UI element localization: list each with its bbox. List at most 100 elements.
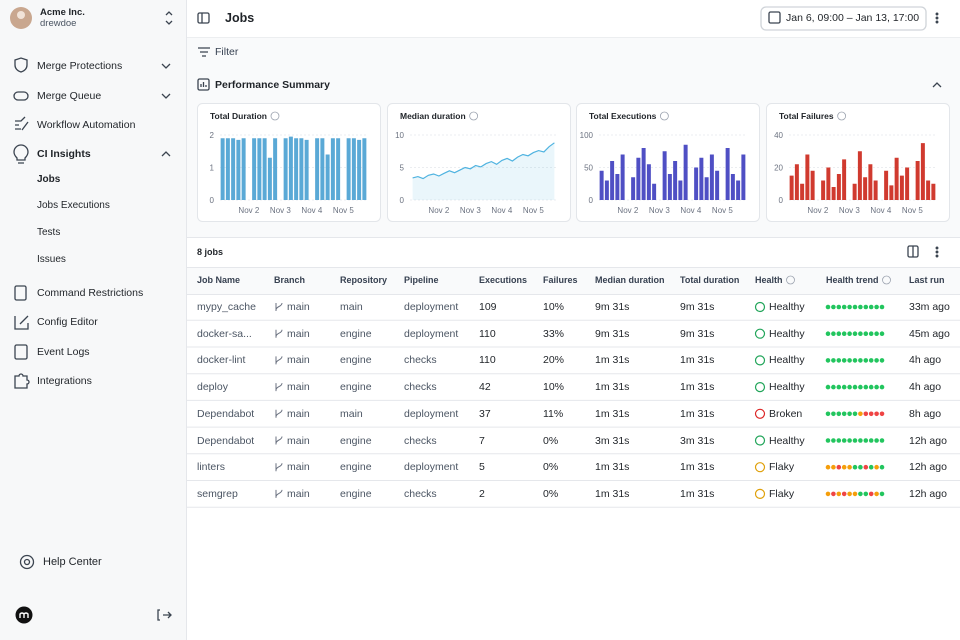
bar [795, 164, 799, 200]
column-header[interactable]: Last run [909, 273, 945, 287]
table-cell: main [287, 407, 310, 421]
table-cell: 42 [479, 380, 491, 394]
bar [226, 138, 230, 200]
bar [858, 151, 862, 200]
column-header[interactable]: Failures [543, 273, 578, 287]
x-tick-label: Nov 5 [523, 206, 544, 215]
bar [811, 171, 815, 200]
bar [263, 138, 267, 200]
nav-subitem[interactable]: Jobs Executions [37, 199, 110, 213]
bar [678, 181, 682, 201]
bar [726, 148, 730, 200]
job-name[interactable]: Dependabot [197, 407, 254, 421]
column-header[interactable]: Executions [479, 273, 527, 287]
kebab [936, 21, 938, 23]
table-cell: 1m 31s [595, 380, 629, 394]
table-cell: 1m 31s [680, 380, 714, 394]
column-header[interactable]: Pipeline [404, 273, 439, 287]
table-cell: engine [340, 353, 372, 367]
x-tick-label: Nov 4 [491, 206, 512, 215]
table-cell: 10% [543, 300, 564, 314]
x-tick-label: Nov 5 [712, 206, 733, 215]
nav-item[interactable]: Merge Protections [37, 59, 122, 73]
job-name[interactable]: Dependabot [197, 434, 254, 448]
table-cell: 11% [543, 407, 563, 421]
job-name[interactable]: docker-sa... [197, 327, 252, 341]
job-name[interactable]: mypy_cache [197, 300, 256, 314]
y-tick-label: 0 [589, 196, 594, 205]
bar [673, 161, 677, 200]
nav-subitem[interactable]: Tests [37, 226, 60, 240]
bar [273, 138, 277, 200]
bar [284, 138, 288, 200]
table-cell: main [287, 353, 310, 367]
chart-title: Total Duration [210, 111, 267, 121]
column-header[interactable]: Repository [340, 273, 387, 287]
column-header[interactable]: Total duration [680, 273, 739, 287]
bar [895, 158, 899, 200]
bar [615, 174, 619, 200]
table-cell: checks [404, 487, 437, 501]
bar [741, 155, 745, 201]
table-cell: 9m 31s [680, 327, 714, 341]
y-tick-label: 50 [584, 164, 593, 173]
kebab [936, 255, 938, 257]
x-tick-label: Nov 2 [238, 206, 259, 215]
column-header[interactable]: Job Name [197, 273, 240, 287]
bar [289, 137, 293, 200]
bar [926, 181, 930, 201]
job-name[interactable]: semgrep [197, 487, 238, 501]
nav-subitem[interactable]: Jobs [37, 173, 60, 187]
x-tick-label: Nov 3 [460, 206, 481, 215]
x-tick-label: Nov 2 [428, 206, 449, 215]
column-header[interactable]: Median duration [595, 273, 665, 287]
table-cell: 10% [543, 380, 564, 394]
table-cell: checks [404, 353, 437, 367]
nav-item[interactable]: CI Insights [37, 147, 91, 161]
table-cell: 1m 31s [680, 460, 714, 474]
collapse-icon[interactable] [933, 83, 941, 87]
summary-title: Performance Summary [215, 78, 330, 92]
nav-subitem[interactable]: Issues [37, 253, 66, 267]
table-cell: 1m 31s [595, 353, 629, 367]
bar [668, 174, 672, 200]
nav-item[interactable]: Workflow Automation [37, 118, 135, 132]
job-name[interactable]: linters [197, 460, 225, 474]
table-cell: 45m ago [909, 327, 950, 341]
bar [874, 181, 878, 201]
chart-title: Total Failures [779, 111, 834, 121]
nav-item[interactable]: Merge Queue [37, 89, 101, 103]
bar [326, 155, 330, 201]
help-link[interactable]: Help Center [43, 555, 102, 569]
table-cell: 9m 31s [595, 300, 629, 314]
column-header[interactable]: Branch [274, 273, 305, 287]
job-name[interactable]: deploy [197, 380, 228, 394]
column-header[interactable]: Health [755, 273, 783, 287]
column-header[interactable]: Health trend [826, 273, 879, 287]
kebab[interactable] [936, 247, 938, 249]
bar [826, 168, 830, 201]
bar [336, 138, 340, 200]
date-range[interactable]: Jan 6, 09:00 – Jan 13, 17:00 [786, 11, 919, 25]
bar [868, 164, 872, 200]
table-cell: 12h ago [909, 487, 947, 501]
table-cell: 1m 31s [680, 487, 714, 501]
nav-item[interactable]: Integrations [37, 374, 92, 388]
table-cell: deployment [404, 327, 458, 341]
y-tick-label: 10 [395, 131, 404, 140]
job-name[interactable]: docker-lint [197, 353, 245, 367]
kebab[interactable] [936, 13, 938, 15]
filter-button[interactable]: Filter [215, 45, 238, 59]
kebab [936, 17, 938, 19]
table-cell: 9m 31s [595, 327, 629, 341]
chart-card: Median duration0510Nov 2Nov 3Nov 4Nov 5 [387, 103, 571, 222]
nav-item[interactable]: Config Editor [37, 315, 98, 329]
nav-item[interactable]: Command Restrictions [37, 286, 143, 300]
table-cell: 3m 31s [680, 434, 714, 448]
table-cell: engine [340, 434, 372, 448]
table-cell: checks [404, 380, 437, 394]
nav-item[interactable]: Event Logs [37, 345, 90, 359]
logs-icon [15, 345, 27, 359]
y-tick-label: 40 [774, 131, 783, 140]
